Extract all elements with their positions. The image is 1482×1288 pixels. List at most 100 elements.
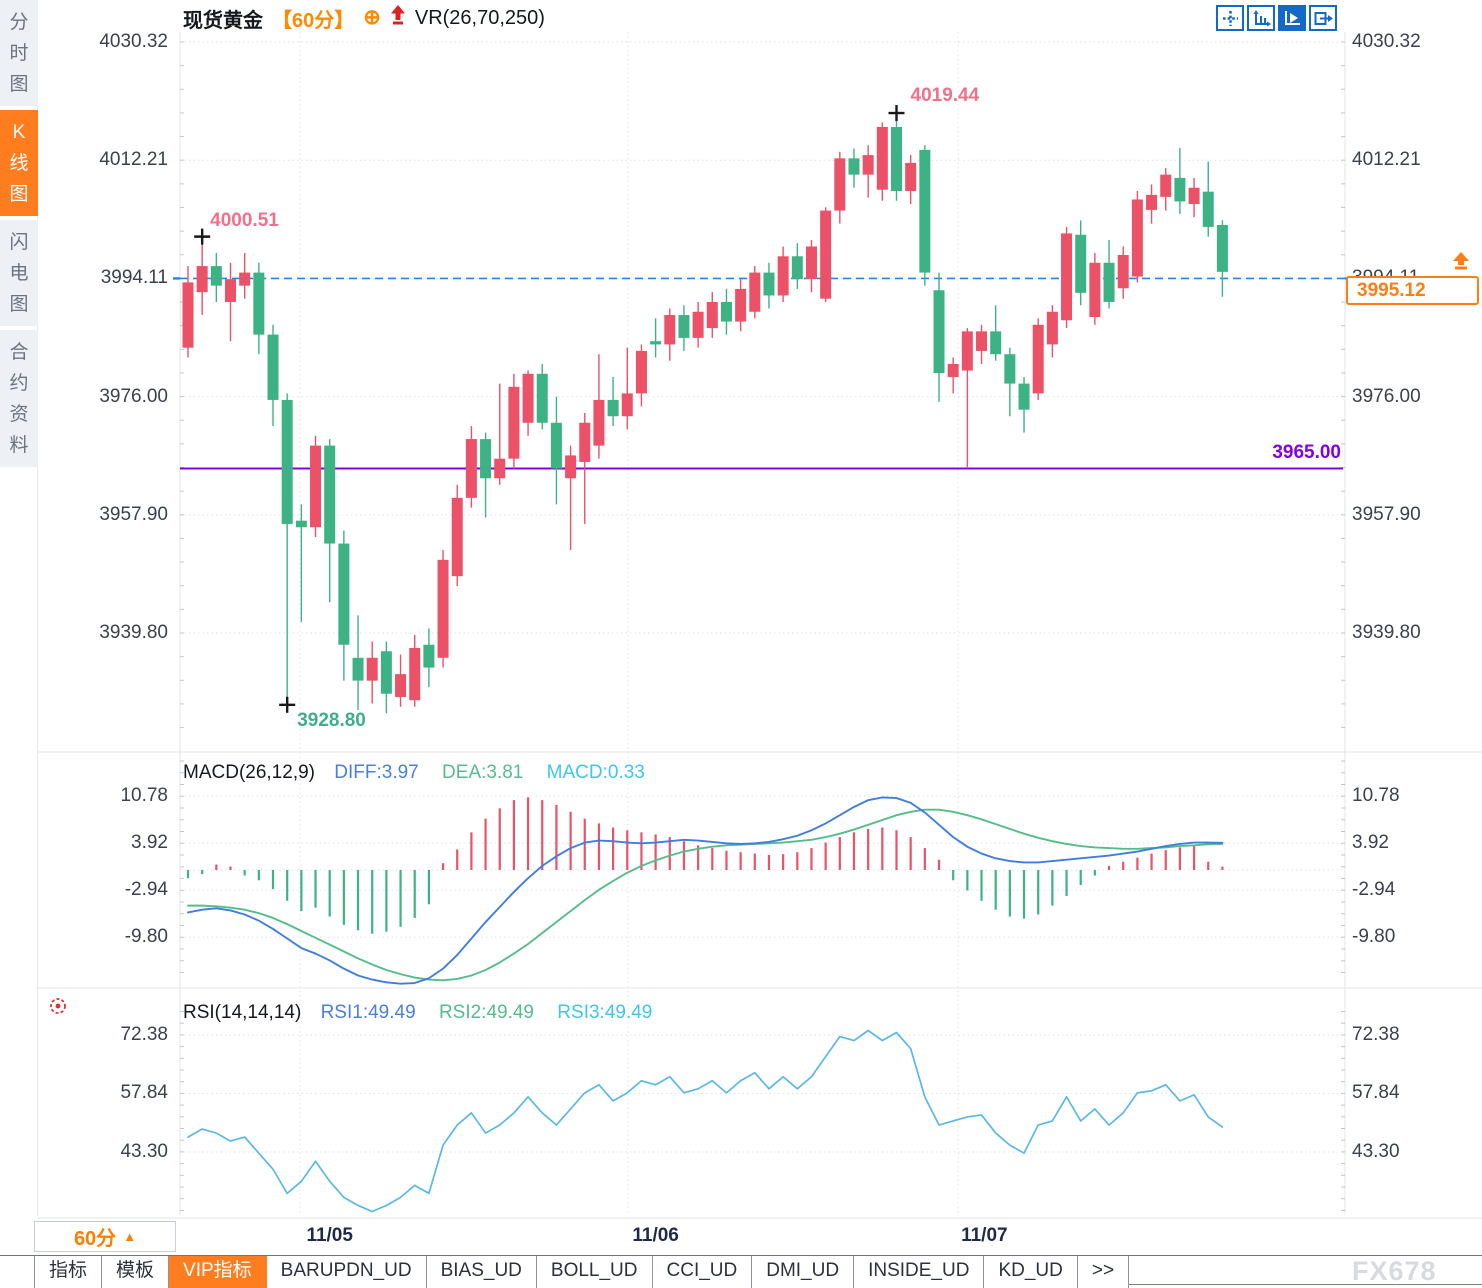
candle-body: [1131, 199, 1143, 277]
high-price-annotation: 4000.51: [210, 209, 279, 231]
candle-body: [494, 458, 506, 479]
candle-body: [295, 520, 307, 528]
crosshair-tool-icon[interactable]: [1216, 5, 1244, 31]
candle-body: [225, 279, 237, 302]
candle-body: [437, 559, 449, 658]
candle-body: [1061, 233, 1073, 321]
macd-dea-value: DEA:3.81: [442, 762, 524, 783]
candle-body: [891, 127, 902, 191]
axis-scale-icon[interactable]: [1247, 5, 1275, 31]
candle-body: [480, 439, 492, 479]
add-indicator-icon[interactable]: ⊕: [363, 6, 381, 29]
candle-body: [933, 290, 945, 374]
candle-body: [635, 350, 647, 394]
low-price-annotation: 3928.80: [297, 709, 366, 731]
candle-body: [791, 256, 803, 280]
candle-body: [395, 674, 407, 697]
indicator-settings-icon[interactable]: [45, 993, 71, 1024]
watermark: FX678: [1352, 1256, 1437, 1286]
candle-body: [1018, 383, 1030, 410]
candle-body: [1146, 194, 1158, 210]
candle-body: [834, 158, 846, 211]
candle-body: [820, 210, 832, 299]
period-selector[interactable]: 60分 ▲: [34, 1221, 176, 1252]
bottom-tab-BIASUD[interactable]: BIAS_UD: [426, 1256, 537, 1288]
tab-bar-spacer: [0, 1256, 34, 1288]
candle-body: [919, 149, 931, 273]
candle-body: [593, 399, 605, 446]
candle-body: [324, 445, 336, 544]
candle-body: [579, 422, 591, 462]
candle-body: [1160, 174, 1172, 197]
tab-bar-filler: [1129, 1256, 1482, 1285]
candle-body: [366, 657, 378, 681]
macd-diff-line: [187, 796, 1224, 985]
price-up-arrow-icon: [1450, 250, 1472, 277]
sidebar-tab-contract-info[interactable]: 合约资料: [0, 330, 38, 467]
candle-body: [281, 399, 293, 524]
candle-body: [876, 127, 888, 190]
bottom-tab-CCIUD[interactable]: CCI_UD: [652, 1256, 753, 1288]
candle-body: [196, 266, 208, 293]
sidebar-tab-lightning-chart[interactable]: 闪电图: [0, 220, 38, 326]
candle-body: [720, 301, 732, 322]
candle-body: [805, 246, 817, 280]
candle-body: [961, 331, 973, 371]
candle-body: [1103, 262, 1115, 302]
candle-body: [423, 644, 435, 668]
candle-body: [253, 272, 265, 335]
candle-body: [508, 386, 520, 459]
candle-body: [607, 399, 619, 417]
bottom-tab-KDUD[interactable]: KD_UD: [984, 1256, 1078, 1288]
support-line-label: 3965.00: [1272, 442, 1341, 464]
period-selector-label: 60分: [73, 1228, 117, 1250]
bottom-tab-VIP指标[interactable]: VIP指标: [169, 1256, 267, 1288]
candle-body: [536, 373, 548, 423]
candle-body: [1202, 191, 1214, 227]
candle-body: [210, 266, 222, 286]
candle-body: [550, 422, 562, 469]
period-tag: 【60分】: [272, 9, 355, 32]
candle-body: [735, 288, 747, 322]
go-to-latest-icon[interactable]: [1309, 5, 1337, 31]
bottom-tab-INSIDEUD[interactable]: INSIDE_UD: [854, 1256, 985, 1288]
candle-body: [310, 445, 322, 528]
candle-body: [1089, 262, 1101, 317]
bottom-tab-BARUPDNUD[interactable]: BARUPDN_UD: [266, 1256, 427, 1288]
rsi1-value: RSI1:49.49: [320, 1002, 416, 1023]
symbol-name: 现货黄金: [183, 9, 263, 32]
bottom-tab-指标[interactable]: 指标: [34, 1256, 103, 1288]
candle-body: [621, 393, 633, 417]
chart-header: 现货黄金 【60分】 ⊕ VR(26,70,250): [183, 4, 545, 32]
candle-body: [182, 282, 194, 348]
peak-price-annotation: 4019.44: [910, 85, 980, 107]
candle-body: [664, 315, 676, 345]
indicator-tab-bar: 指标 模板 VIP指标 BARUPDN_UD BIAS_UD BOLL_UD CCI_UD D…: [0, 1255, 1482, 1288]
bottom-tab-DMIUD[interactable]: DMI_UD: [752, 1256, 855, 1288]
candle-body: [1188, 187, 1200, 205]
bottom-tab-more[interactable]: >>: [1077, 1256, 1130, 1288]
bottom-tab-模板[interactable]: 模板: [102, 1256, 170, 1288]
candle-body: [267, 334, 279, 400]
candle-body: [451, 497, 463, 577]
sidebar-tab-time-share-chart[interactable]: 分时图: [0, 0, 38, 106]
candle-body: [1075, 234, 1087, 293]
candle-body: [409, 648, 421, 701]
macd-title: MACD(26,12,9): [183, 762, 315, 783]
chart-toolbar: [1216, 5, 1337, 31]
rsi-line: [187, 1029, 1224, 1213]
candle-body: [862, 155, 874, 175]
buy-signal-arrow-icon: [390, 4, 406, 32]
candle-body: [678, 315, 690, 338]
candle-body: [706, 301, 718, 329]
macd-macd-value: MACD:0.33: [546, 762, 645, 783]
candle-body: [352, 657, 364, 681]
bottom-tab-BOLLUD[interactable]: BOLL_UD: [536, 1256, 653, 1288]
auto-follow-icon[interactable]: [1278, 5, 1306, 31]
candle-body: [947, 364, 959, 378]
candle-body: [1117, 254, 1129, 289]
candle-body: [905, 162, 917, 191]
